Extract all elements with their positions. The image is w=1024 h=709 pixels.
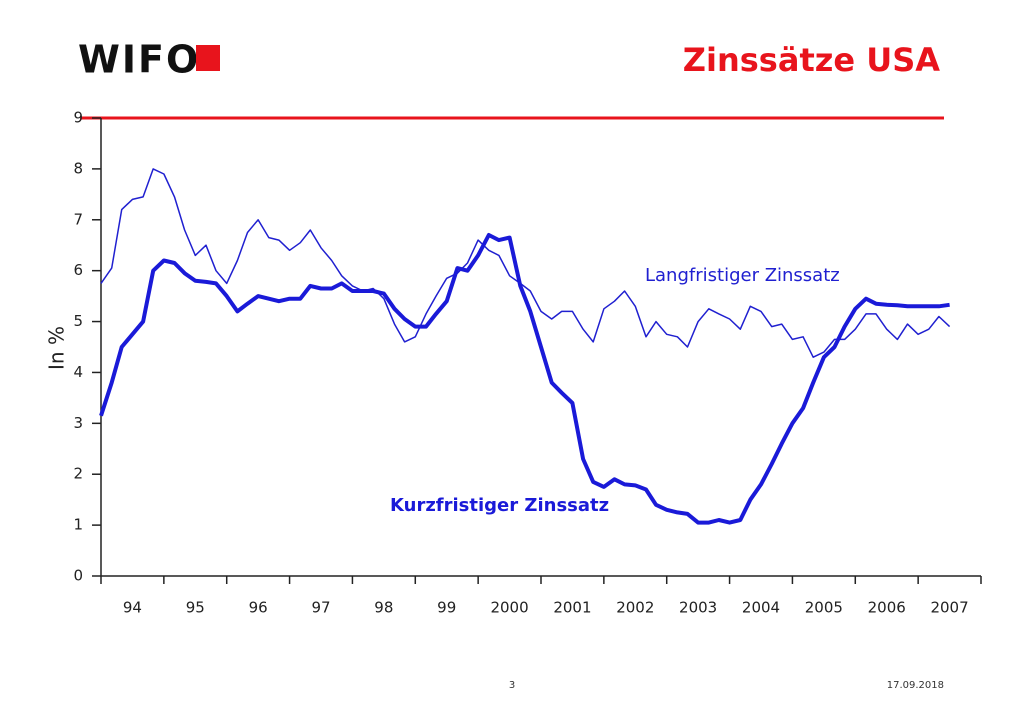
x-tick-label: 2003	[679, 599, 717, 617]
series-label: Kurzfristiger Zinssatz	[390, 495, 609, 516]
y-tick-label: 2	[73, 465, 83, 483]
x-tick-label: 97	[311, 599, 330, 617]
y-axis-label: In %	[45, 326, 69, 370]
logo-square	[196, 45, 220, 71]
logo: WIFO	[78, 38, 200, 82]
y-tick-label: 1	[73, 516, 83, 534]
y-tick-label: 6	[73, 261, 83, 279]
y-tick-label: 5	[73, 312, 83, 330]
x-tick-label: 96	[249, 599, 268, 617]
y-tick-label: 4	[73, 363, 83, 381]
x-tick-label: 2007	[930, 599, 968, 617]
y-tick-label: 0	[73, 567, 83, 585]
x-tick-label: 2004	[742, 599, 780, 617]
x-tick-label: 2000	[490, 599, 528, 617]
series-line	[100, 168, 951, 358]
x-tick-label: 2002	[616, 599, 654, 617]
x-tick-label: 98	[374, 599, 393, 617]
x-tick-label: 99	[437, 599, 456, 617]
y-tick-label: 3	[73, 414, 83, 432]
x-tick-label: 94	[123, 599, 142, 617]
y-tick-label: 8	[73, 159, 83, 177]
x-tick-label: 2001	[553, 599, 591, 617]
series-line	[99, 233, 950, 525]
y-tick-label: 7	[73, 210, 83, 228]
y-tick-label: 9	[73, 109, 83, 127]
page-number: 3	[509, 680, 515, 691]
series-label: Langfristiger Zinssatz	[645, 265, 840, 286]
footer-date: 17.09.2018	[887, 680, 944, 691]
x-tick-label: 2005	[805, 599, 843, 617]
x-tick-label: 2006	[868, 599, 906, 617]
chart-title: Zinssätze USA	[683, 41, 940, 79]
x-tick-label: 95	[186, 599, 205, 617]
